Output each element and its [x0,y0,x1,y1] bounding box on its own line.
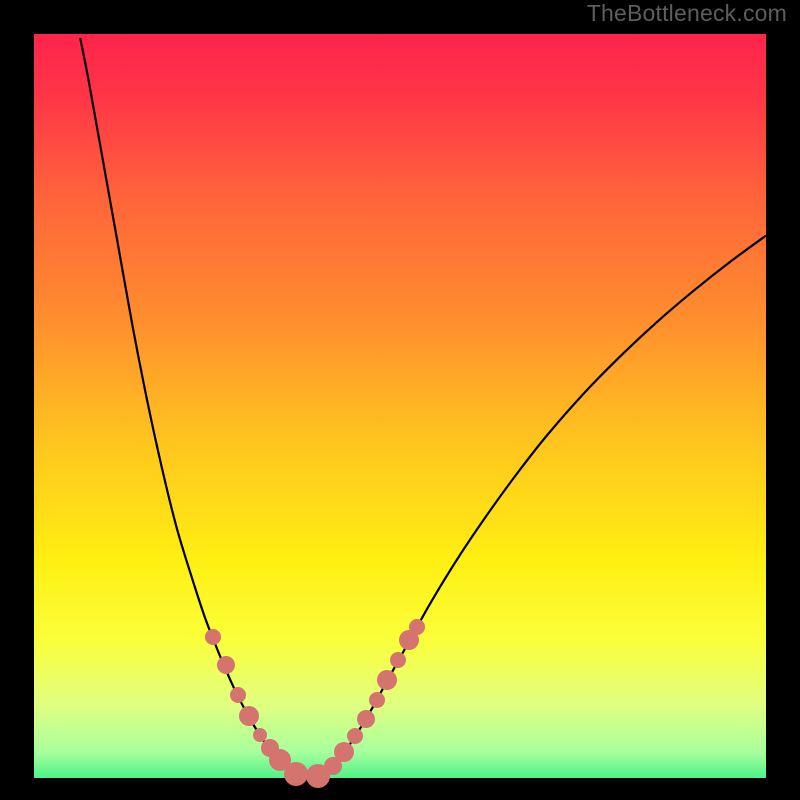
data-marker [205,629,221,645]
data-marker [390,652,406,668]
data-marker [347,728,363,744]
data-marker [284,762,308,786]
data-marker [409,619,425,635]
data-marker [369,692,385,708]
bottleneck-chart: TheBottleneck.com [0,0,800,800]
data-marker [230,687,246,703]
data-marker [217,656,235,674]
watermark-text: TheBottleneck.com [587,0,787,27]
data-marker [377,670,397,690]
data-marker [239,706,259,726]
data-marker [334,742,354,762]
data-marker [357,710,375,728]
markers-layer [0,0,800,800]
